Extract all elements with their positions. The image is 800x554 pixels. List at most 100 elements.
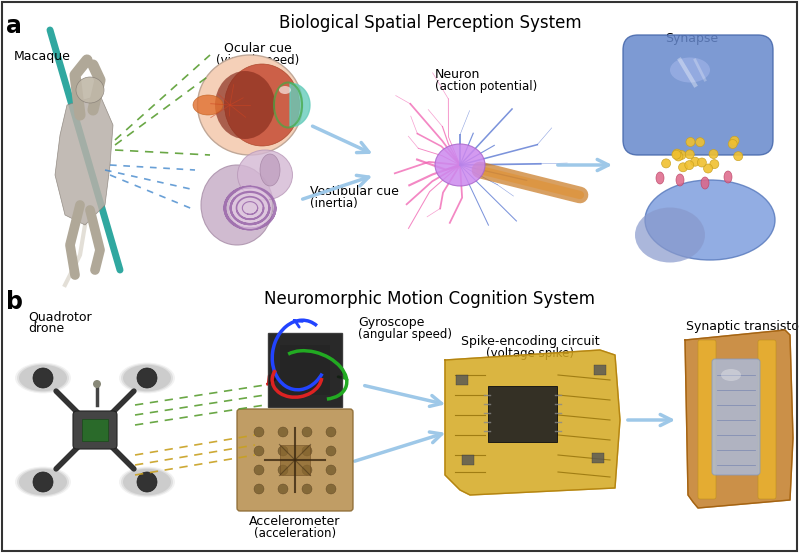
Circle shape	[302, 484, 312, 494]
Polygon shape	[445, 350, 620, 495]
FancyBboxPatch shape	[488, 386, 557, 442]
Ellipse shape	[201, 165, 273, 245]
Ellipse shape	[260, 154, 280, 186]
Ellipse shape	[17, 363, 69, 392]
Ellipse shape	[123, 469, 171, 495]
Ellipse shape	[279, 86, 291, 94]
Circle shape	[93, 380, 101, 388]
Ellipse shape	[76, 77, 104, 103]
Text: Accelerometer: Accelerometer	[250, 515, 341, 528]
Text: Macaque: Macaque	[14, 50, 71, 63]
Circle shape	[698, 158, 706, 167]
Polygon shape	[290, 83, 310, 127]
Circle shape	[728, 140, 738, 148]
Circle shape	[326, 446, 336, 456]
Ellipse shape	[238, 150, 293, 200]
Text: b: b	[6, 290, 23, 314]
FancyBboxPatch shape	[712, 359, 760, 475]
FancyBboxPatch shape	[698, 340, 716, 499]
FancyBboxPatch shape	[456, 375, 468, 385]
Text: (acceleration): (acceleration)	[254, 527, 336, 540]
Circle shape	[278, 427, 288, 437]
Text: Neuromorphic Motion Cognition System: Neuromorphic Motion Cognition System	[265, 290, 595, 308]
FancyBboxPatch shape	[82, 419, 108, 441]
Circle shape	[678, 163, 687, 172]
FancyBboxPatch shape	[73, 411, 117, 449]
FancyBboxPatch shape	[237, 409, 353, 511]
Circle shape	[674, 152, 683, 161]
Circle shape	[326, 465, 336, 475]
Ellipse shape	[229, 187, 271, 229]
Ellipse shape	[198, 55, 302, 155]
Text: (visual speed): (visual speed)	[216, 54, 300, 67]
Ellipse shape	[17, 468, 69, 496]
Circle shape	[326, 427, 336, 437]
Circle shape	[302, 446, 312, 456]
Circle shape	[686, 137, 695, 146]
Text: (voltage spike): (voltage spike)	[486, 347, 574, 360]
Ellipse shape	[701, 177, 709, 189]
Circle shape	[730, 136, 739, 145]
Text: Synaptic transistor: Synaptic transistor	[686, 320, 800, 333]
Ellipse shape	[119, 363, 175, 393]
Ellipse shape	[193, 95, 223, 115]
Text: Ocular cue: Ocular cue	[224, 42, 292, 55]
Circle shape	[695, 137, 705, 147]
FancyBboxPatch shape	[462, 455, 474, 465]
Circle shape	[710, 160, 719, 168]
Ellipse shape	[225, 64, 299, 146]
Circle shape	[302, 427, 312, 437]
Text: (action potential): (action potential)	[435, 80, 538, 93]
Circle shape	[709, 150, 718, 158]
Polygon shape	[685, 330, 793, 508]
Text: Spike-encoding circuit: Spike-encoding circuit	[461, 335, 599, 348]
Text: a: a	[6, 14, 22, 38]
Ellipse shape	[15, 363, 71, 393]
Circle shape	[673, 149, 682, 158]
Ellipse shape	[121, 363, 173, 392]
Circle shape	[278, 446, 288, 456]
Text: Vestibular cue: Vestibular cue	[310, 185, 399, 198]
Circle shape	[677, 151, 686, 160]
Circle shape	[302, 465, 312, 475]
FancyBboxPatch shape	[592, 453, 604, 463]
Polygon shape	[55, 95, 113, 225]
Circle shape	[703, 164, 713, 173]
Text: Biological Spatial Perception System: Biological Spatial Perception System	[278, 14, 582, 32]
Circle shape	[137, 472, 157, 492]
Text: Gyroscope: Gyroscope	[358, 316, 424, 329]
Circle shape	[734, 152, 742, 161]
Ellipse shape	[121, 468, 173, 496]
Text: drone: drone	[28, 322, 64, 335]
Circle shape	[33, 472, 53, 492]
Text: Quadrotor: Quadrotor	[28, 310, 92, 323]
Text: (angular speed): (angular speed)	[358, 328, 452, 341]
Circle shape	[254, 427, 264, 437]
Circle shape	[278, 465, 288, 475]
Text: Neuron: Neuron	[435, 68, 480, 81]
Circle shape	[690, 157, 699, 166]
Circle shape	[685, 161, 694, 170]
Circle shape	[254, 484, 264, 494]
Ellipse shape	[645, 180, 775, 260]
Circle shape	[326, 484, 336, 494]
Ellipse shape	[724, 171, 732, 183]
Ellipse shape	[670, 58, 710, 83]
Ellipse shape	[676, 174, 684, 186]
Ellipse shape	[635, 208, 705, 263]
Circle shape	[672, 150, 681, 159]
Text: Synapse: Synapse	[665, 32, 718, 45]
Ellipse shape	[19, 469, 67, 495]
FancyBboxPatch shape	[280, 445, 310, 475]
FancyBboxPatch shape	[758, 340, 776, 499]
Ellipse shape	[15, 466, 71, 497]
FancyBboxPatch shape	[623, 35, 773, 155]
Circle shape	[686, 150, 694, 159]
Circle shape	[254, 446, 264, 456]
Circle shape	[254, 465, 264, 475]
Ellipse shape	[119, 466, 175, 497]
Ellipse shape	[435, 144, 485, 186]
Ellipse shape	[656, 172, 664, 184]
Ellipse shape	[721, 369, 741, 381]
Ellipse shape	[215, 71, 275, 139]
